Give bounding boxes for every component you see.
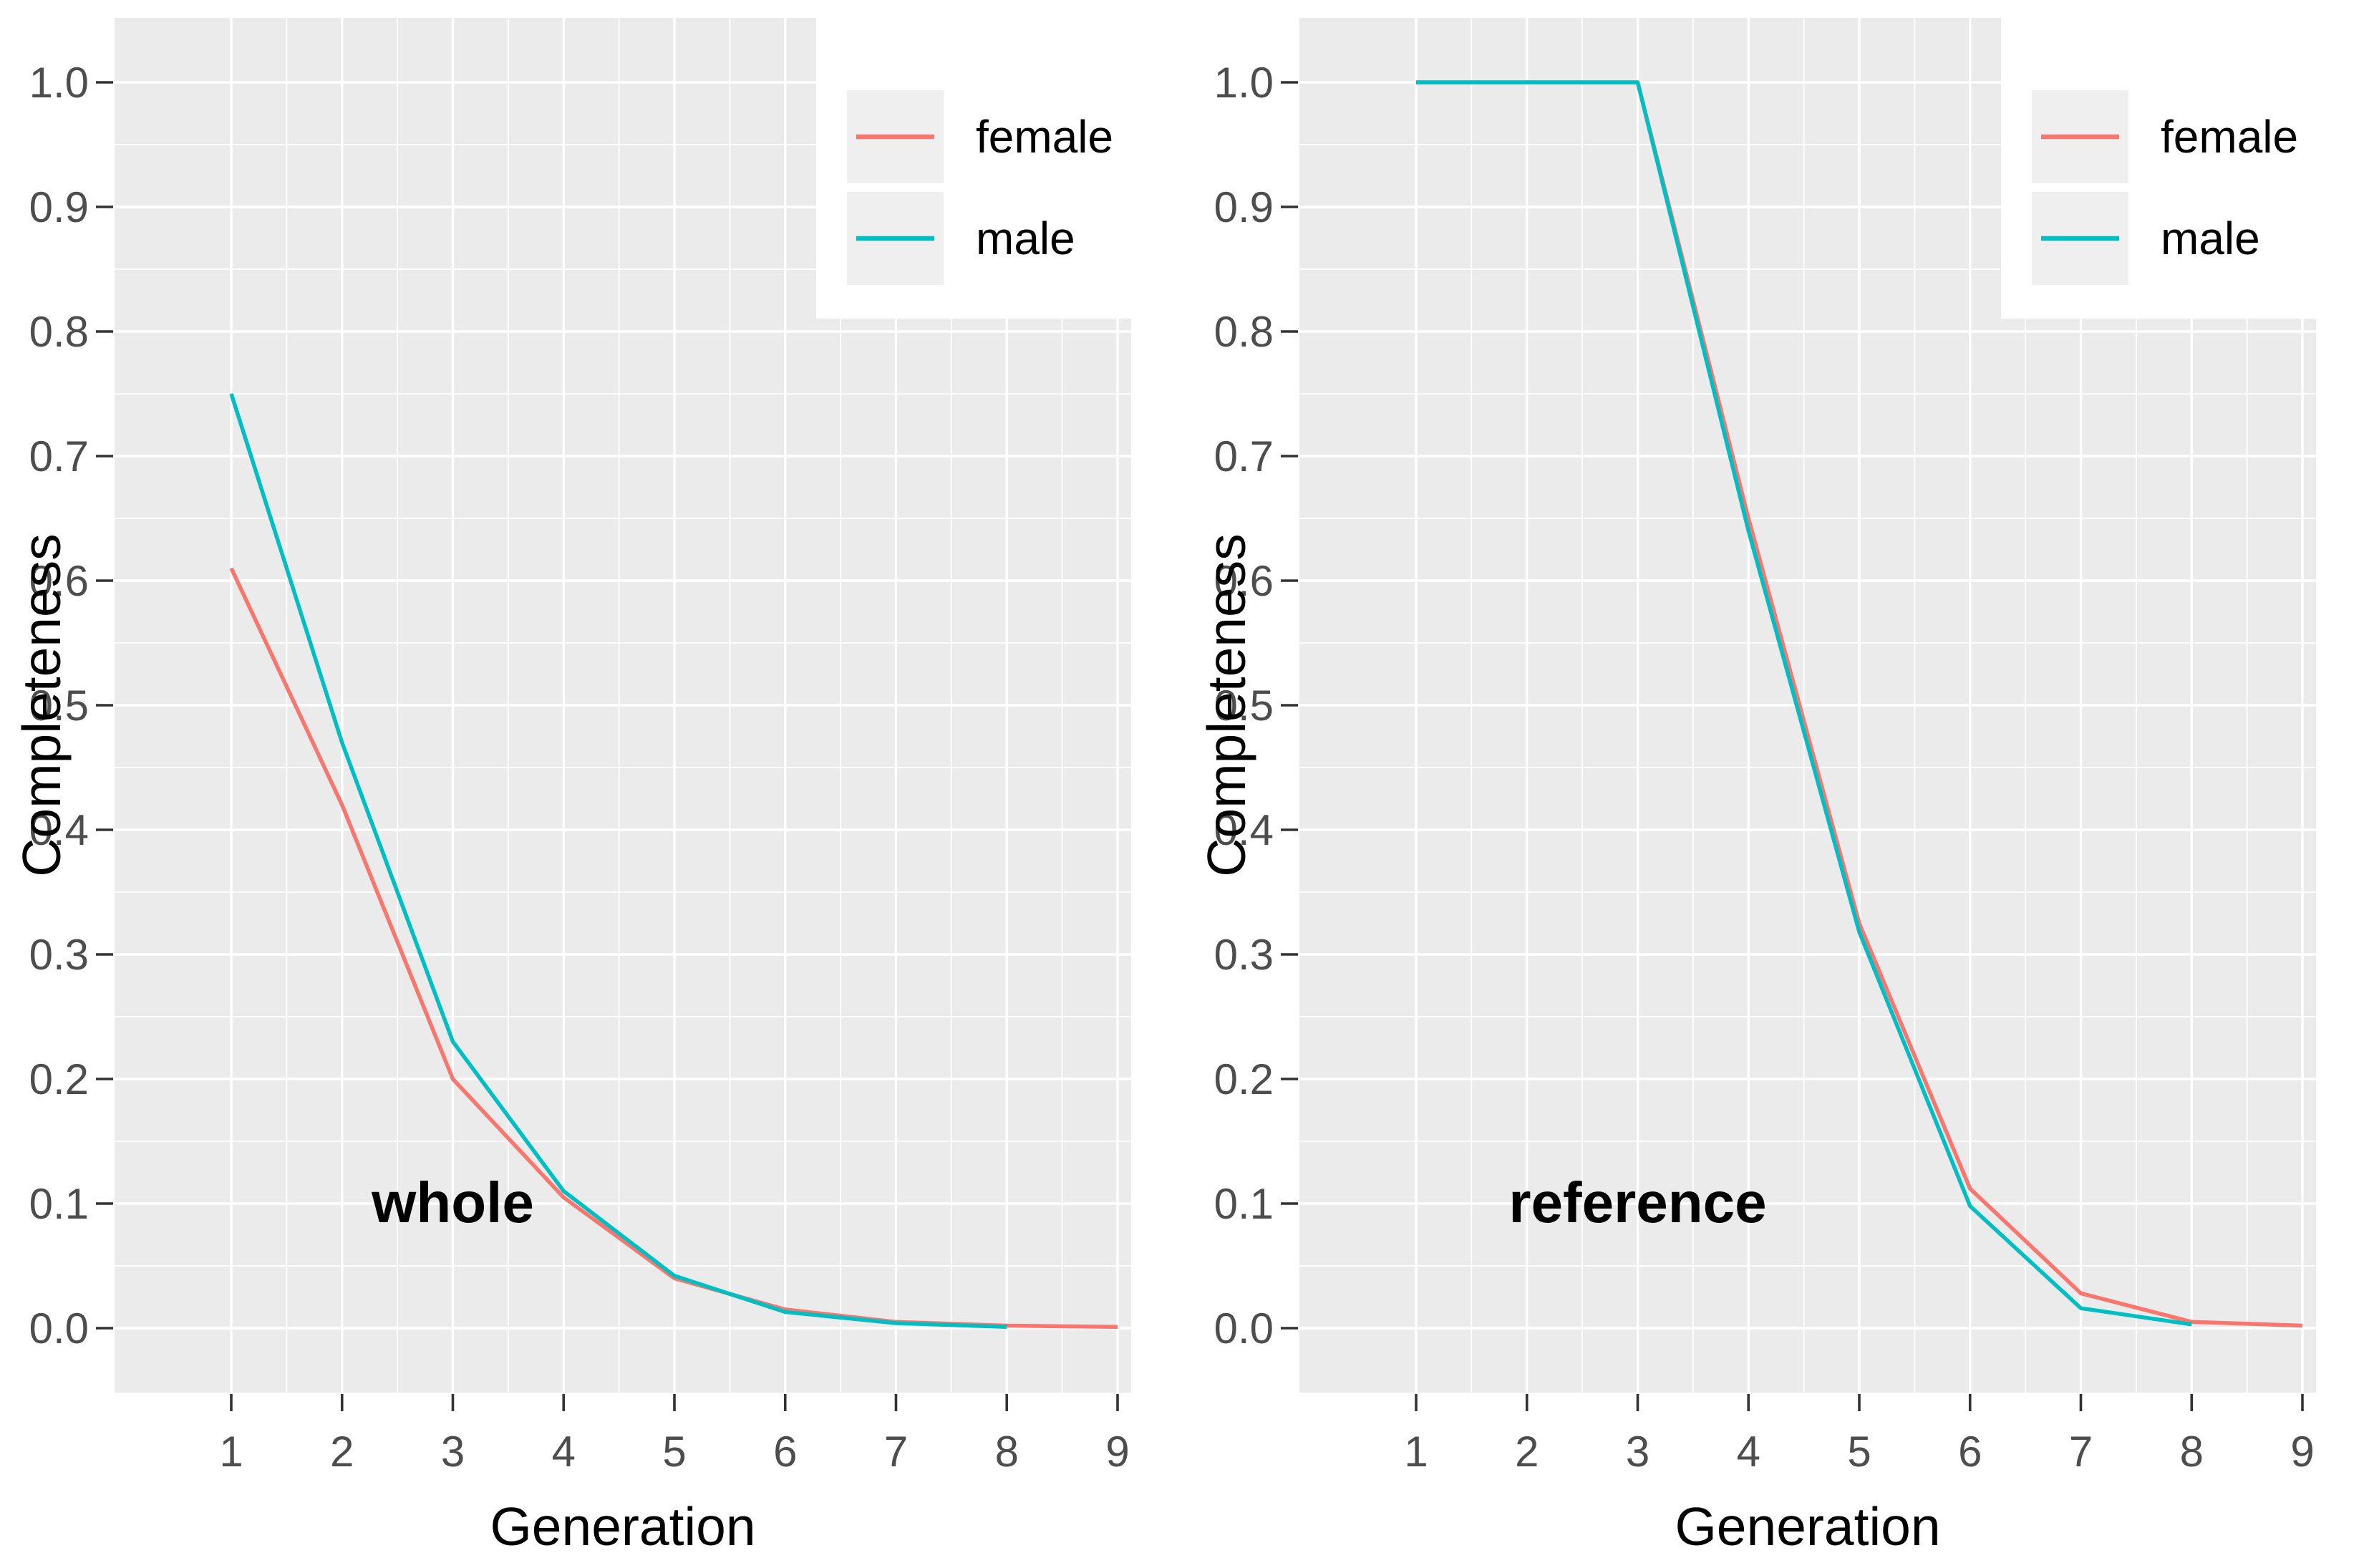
y-tick-label: 0.7 [1214,432,1274,480]
x-tick-label: 2 [330,1428,354,1476]
x-tick-label: 8 [995,1428,1019,1476]
x-tick-label: 2 [1515,1428,1539,1476]
x-tick-label: 7 [884,1428,908,1476]
x-axis-title: Generation [1675,1496,1940,1557]
x-tick-label: 9 [1105,1428,1129,1476]
x-tick-label: 1 [1404,1428,1428,1476]
y-tick-label: 0.5 [29,682,89,730]
chart-panel-whole: 1 2 3 4 5 6 7 8 9 0.0 0.1 0.2 0.3 0.4 0.5 0.6 0.7 0.8 0.9 1… [0,0,1184,1568]
y-tick-label: 0.7 [29,432,89,480]
x-tick-label: 5 [1847,1428,1871,1476]
x-tick-label: 6 [1958,1428,1982,1476]
y-tick-label: 0.2 [29,1055,89,1103]
x-tick-label: 6 [773,1428,797,1476]
y-axis-title: Completeness [11,533,72,876]
y-tick-label: 0.9 [1214,183,1274,231]
y-tick-label: 0.0 [29,1305,89,1352]
y-tick-label: 0.5 [1214,682,1274,730]
y-tick-label: 0.1 [1214,1180,1274,1228]
x-tick-label: 1 [219,1428,243,1476]
y-tick-label: 0.2 [1214,1055,1274,1103]
y-tick-label: 0.3 [29,931,89,979]
chart-panel-reference: 1 2 3 4 5 6 7 8 9 0.0 0.1 0.2 0.3 0.4 0.5 0.6 0.7 0.8 0.9 1… [1185,0,2369,1568]
series-line-male [229,393,1007,1330]
x-tick-label: 4 [552,1428,576,1476]
x-axis-title: Generation [490,1496,755,1557]
y-tick-label: 0.0 [1214,1305,1274,1352]
legend: female male [816,18,1131,319]
x-tick-label: 4 [1737,1428,1760,1476]
panel-tag-label: whole [371,1171,534,1234]
x-tick-label: 5 [662,1428,686,1476]
x-tick-label: 8 [2180,1428,2204,1476]
y-tick-label: 0.8 [29,308,89,356]
chart-svg: 1 2 3 4 5 6 7 8 9 0.0 0.1 0.2 0.3 0.4 0.5 0.6 0.7 0.8 0.9 1… [11,18,1131,1557]
x-tick-label: 7 [2069,1428,2093,1476]
y-tick-label: 0.1 [29,1180,89,1228]
y-tick-label: 1.0 [1214,59,1274,107]
y-tick-label: 0.4 [1214,806,1274,854]
y-axis-title: Completeness [1196,533,1256,876]
y-tick-label: 0.9 [29,183,89,231]
y-tick-label: 0.6 [1214,557,1274,605]
series-line-male [1416,80,2192,1327]
panel-tag-label: reference [1508,1171,1766,1234]
y-tick-label: 0.3 [1214,931,1274,979]
x-tick-label: 9 [2290,1428,2314,1476]
legend-label-male: male [2161,213,2260,264]
legend-label-female: female [976,111,1113,163]
y-tick-label: 0.8 [1214,308,1274,356]
legend: female male [2001,18,2316,319]
legend-label-male: male [976,213,1075,264]
y-tick-label: 0.6 [29,557,89,605]
chart-svg: 1 2 3 4 5 6 7 8 9 0.0 0.1 0.2 0.3 0.4 0.5 0.6 0.7 0.8 0.9 1… [1196,18,2316,1557]
legend-label-female: female [2161,111,2298,163]
y-tick-label: 0.4 [29,806,89,854]
x-tick-label: 3 [441,1428,465,1476]
x-tick-label: 3 [1626,1428,1649,1476]
y-tick-label: 1.0 [29,59,89,107]
